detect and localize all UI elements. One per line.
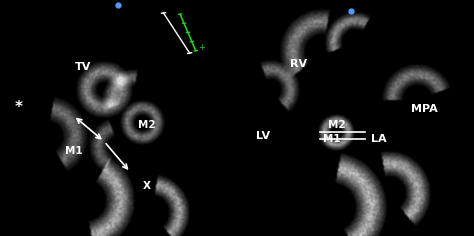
Text: LV: LV (256, 131, 270, 141)
Text: TV: TV (75, 62, 91, 72)
Text: MPA: MPA (411, 104, 438, 114)
Text: M1: M1 (323, 134, 341, 144)
Text: M2: M2 (328, 120, 346, 130)
Text: M2: M2 (138, 120, 156, 130)
Text: X: X (143, 181, 151, 191)
Text: M1: M1 (64, 146, 82, 156)
Text: LA: LA (372, 134, 387, 144)
Text: RV: RV (290, 59, 307, 69)
Text: +: + (198, 43, 205, 52)
Text: *: * (15, 100, 23, 115)
